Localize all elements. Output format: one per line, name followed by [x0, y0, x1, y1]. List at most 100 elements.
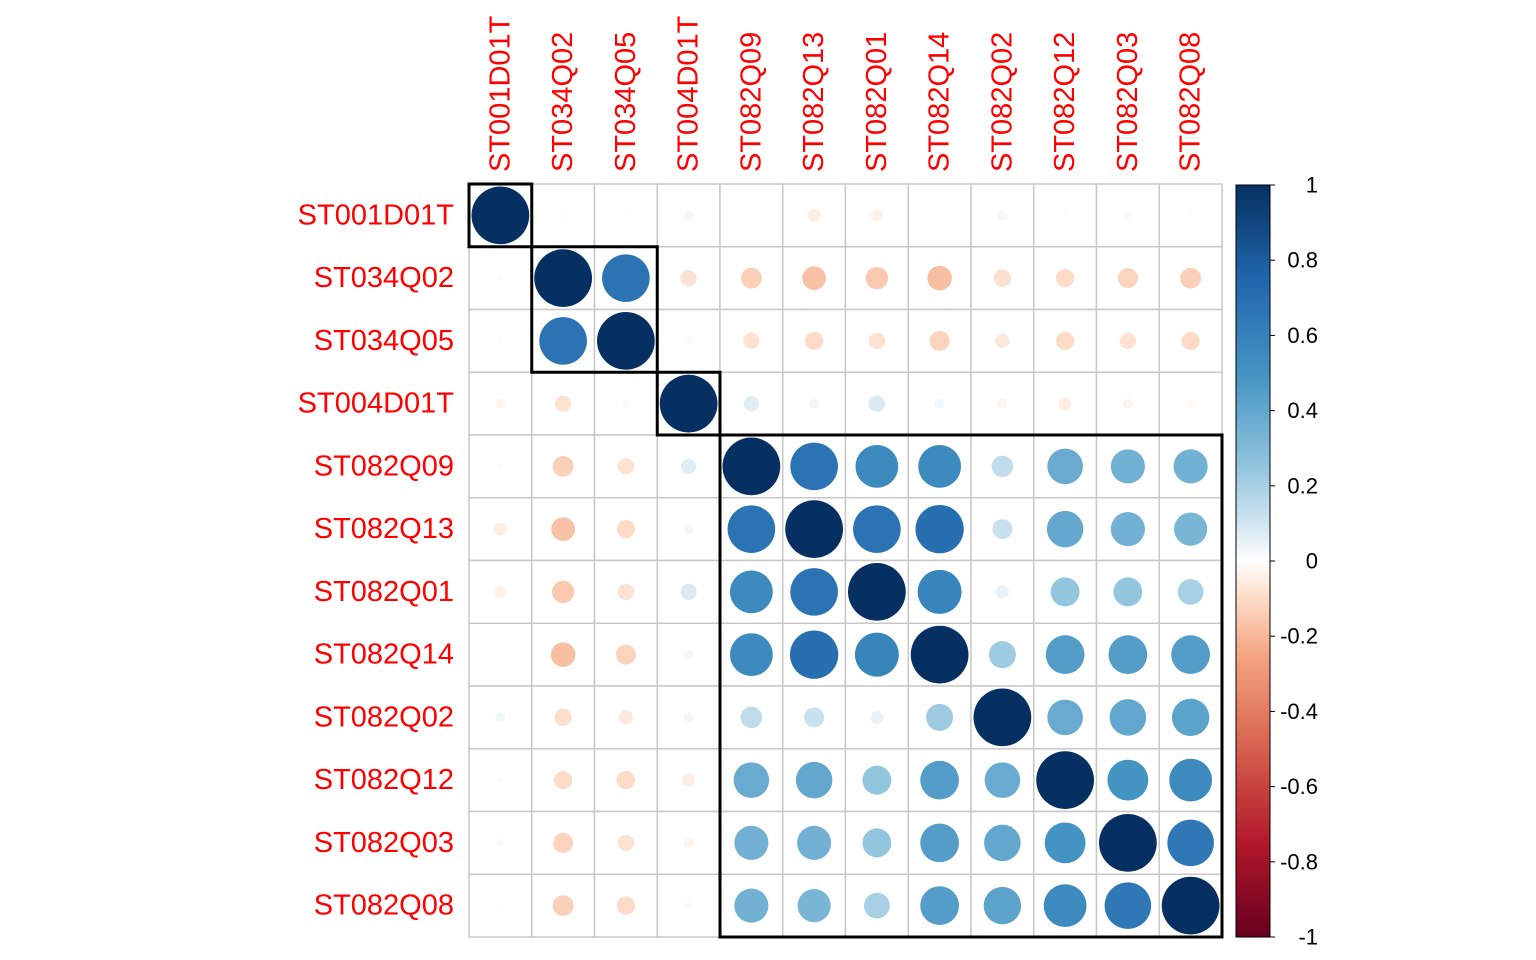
correlation-circle — [862, 765, 892, 795]
correlation-circle — [807, 208, 821, 222]
correlation-circle — [804, 331, 824, 351]
correlation-circle — [551, 517, 576, 542]
correlation-circle — [552, 455, 574, 477]
column-label: ST082Q03 — [1112, 32, 1144, 172]
correlation-circle — [1167, 819, 1214, 867]
correlation-circle — [920, 760, 959, 800]
row-label: ST034Q05 — [314, 325, 454, 357]
correlation-circle — [722, 437, 781, 496]
colorbar-tick-label: 1 — [1306, 173, 1318, 198]
correlation-circle — [550, 642, 576, 667]
correlation-circle — [870, 710, 884, 724]
column-label: ST082Q01 — [861, 32, 893, 172]
correlation-circle — [1171, 635, 1210, 674]
correlation-circle — [804, 707, 825, 728]
correlation-circle — [534, 249, 593, 308]
correlation-circle — [910, 625, 969, 684]
correlation-circle — [993, 269, 1012, 287]
correlation-circle — [797, 889, 831, 923]
correlation-circle — [790, 442, 838, 491]
correlation-circle — [854, 632, 899, 677]
correlation-circle — [683, 524, 694, 535]
correlation-circle — [622, 212, 629, 219]
colorbar-tick-label: -0.8 — [1280, 849, 1318, 874]
correlation-circle — [1173, 449, 1208, 484]
correlation-circle — [797, 825, 832, 860]
correlation-circle — [1050, 577, 1080, 607]
correlation-circle — [929, 330, 950, 351]
correlation-circle — [1055, 331, 1075, 351]
correlation-circle — [1108, 635, 1148, 674]
correlation-circle — [616, 770, 636, 790]
correlation-circle — [1119, 332, 1137, 350]
column-label: ST082Q14 — [924, 32, 956, 172]
colorbar-tick-label: -0.4 — [1280, 699, 1318, 724]
correlation-circle — [729, 570, 773, 614]
correlation-circle — [1047, 699, 1083, 736]
correlation-circle — [617, 583, 635, 601]
correlation-circle — [918, 444, 962, 488]
correlation-circle — [1107, 759, 1149, 801]
row-label: ST082Q12 — [314, 764, 454, 796]
correlation-circle — [1110, 512, 1145, 547]
correlation-circle — [1181, 331, 1200, 351]
correlation-circle — [915, 504, 964, 554]
correlation-circles — [471, 186, 1220, 935]
correlation-circle — [984, 762, 1021, 798]
correlation-circle — [1058, 397, 1072, 411]
correlation-circle — [1123, 211, 1132, 220]
correlation-circle — [552, 895, 574, 917]
correlation-circle — [616, 896, 636, 915]
row-label: ST001D01T — [298, 199, 455, 231]
color-legend — [1235, 184, 1271, 938]
grid-cell — [468, 622, 533, 687]
correlation-circle — [684, 336, 693, 345]
correlation-circle — [740, 706, 763, 729]
correlation-circle — [1171, 698, 1210, 737]
correlation-circle — [1180, 267, 1202, 289]
column-label: ST001D01T — [484, 15, 516, 172]
row-label: ST082Q03 — [314, 827, 454, 859]
row-label: ST082Q14 — [314, 639, 454, 671]
correlation-circle — [727, 505, 776, 553]
correlation-circle — [471, 186, 530, 245]
colorbar-tick-label: 0.6 — [1287, 323, 1318, 348]
colorbar-ticks: 1 0.8 0.6 0.4 0.2 0 -0.2 -0.4 -0.6 -0.8 -1 — [1270, 173, 1318, 950]
correlation-circle — [785, 500, 844, 559]
colorbar-tick-label: 0.2 — [1287, 473, 1318, 498]
correlation-circle — [553, 832, 574, 853]
correlation-circle — [997, 210, 1008, 221]
correlation-circle — [1045, 635, 1085, 674]
colorbar-tick-label: -1 — [1298, 925, 1318, 950]
correlation-circle — [865, 266, 889, 290]
correlation-circle — [1187, 212, 1194, 219]
row-label: ST082Q09 — [314, 450, 454, 482]
correlation-circle — [983, 886, 1022, 925]
column-labels: ST001D01T ST034Q02 ST034Q05 ST004D01T ST082Q… — [484, 15, 1206, 172]
correlation-circle — [684, 901, 693, 910]
correlation-circle — [920, 886, 959, 925]
cluster-boxes — [467, 182, 1224, 939]
correlation-circle — [934, 398, 945, 409]
correlation-circle — [1036, 751, 1095, 810]
correlation-circle — [1044, 822, 1086, 864]
correlation-circle — [995, 333, 1010, 348]
correlation-circle — [734, 825, 769, 860]
column-label: ST004D01T — [673, 15, 705, 172]
correlation-circle — [995, 585, 1009, 599]
correlation-circle — [682, 773, 696, 787]
correlation-circle — [493, 522, 507, 536]
correlation-circle — [795, 761, 833, 799]
correlation-circle — [617, 458, 635, 475]
correlation-circle — [789, 630, 839, 679]
column-label: ST082Q13 — [798, 32, 830, 172]
correlation-circle — [743, 395, 760, 412]
correlation-circle — [868, 395, 886, 412]
row-label: ST082Q08 — [314, 890, 454, 922]
row-label: ST004D01T — [298, 388, 455, 420]
column-label: ST082Q02 — [986, 32, 1018, 172]
row-label: ST082Q02 — [314, 701, 454, 733]
colorbar-tick-label: 0 — [1306, 549, 1318, 574]
correlation-circle — [1055, 268, 1075, 288]
